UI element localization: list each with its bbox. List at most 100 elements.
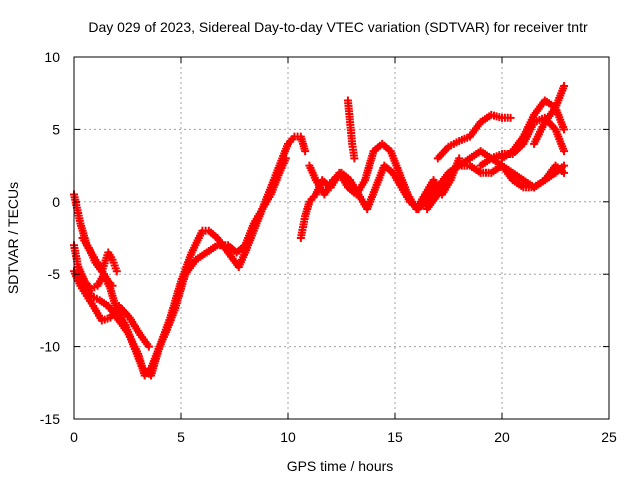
data-point-trail (499, 163, 516, 182)
data-point-trail (142, 366, 153, 378)
data-point-trail (339, 170, 352, 183)
data-point-trail (251, 207, 265, 226)
data-point-trail (478, 155, 494, 169)
data-point-trail (467, 120, 484, 139)
data-point (455, 154, 464, 163)
data-point-trail (532, 114, 547, 126)
data-point-trail (457, 155, 472, 169)
data-point-trail (446, 163, 462, 176)
data-point-trail (114, 315, 130, 335)
data-point-trail (182, 257, 199, 277)
series-arc-9 (433, 110, 515, 163)
data-point (108, 281, 117, 290)
data-point-trail (542, 105, 558, 125)
data-point-trail (75, 265, 88, 283)
axis-ticks: 0 5 10 15 20 25 -15 -10 -5 0 5 10 (40, 49, 617, 445)
data-point-trail (82, 279, 93, 291)
series-arc-14 (530, 81, 569, 148)
data-point-trail (171, 272, 189, 312)
data-point-trail (490, 111, 504, 122)
data-point-trail (500, 113, 512, 122)
data-point-trail (479, 168, 493, 177)
y-tick-label: -5 (48, 266, 61, 282)
x-tick-label: 25 (601, 429, 617, 445)
data-point-trail (510, 170, 526, 183)
data-point-trail (97, 297, 111, 309)
data-point-trail (207, 228, 220, 241)
data-point-trail (522, 183, 536, 192)
data-point (560, 161, 569, 170)
chart-title: Day 029 of 2023, Sidereal Day-to-day VTE… (88, 19, 588, 35)
data-point-trail (234, 243, 248, 255)
data-point-trail (188, 229, 206, 255)
data-point (560, 125, 569, 134)
y-tick-label: 5 (52, 121, 60, 137)
data-point (112, 267, 121, 276)
data-point-trail (390, 171, 404, 189)
data-point-trail (490, 151, 504, 162)
data-point-trail (457, 133, 472, 144)
data-layer (70, 81, 569, 380)
data-point-trail (531, 120, 548, 146)
data-point-trail (204, 242, 220, 255)
data-point-trail (307, 193, 318, 204)
data-point-trail (439, 178, 454, 197)
data-point-trail (500, 148, 515, 161)
data-point-trail (468, 148, 483, 161)
data-point-trail (478, 112, 494, 125)
data-point-trail (286, 135, 297, 146)
y-tick-label: 0 (52, 194, 60, 210)
data-point-trail (424, 192, 441, 211)
data-point (560, 168, 569, 177)
data-point-trail (408, 199, 421, 212)
data-point-trail (90, 304, 105, 323)
data-point-trail (124, 330, 141, 356)
data-point-trail (101, 272, 111, 283)
data-point (281, 154, 290, 163)
data-point-trail (116, 304, 132, 320)
data-point-trail (235, 250, 249, 269)
data-point-trail (105, 250, 116, 262)
data-point (506, 113, 515, 122)
data-point-trail (447, 138, 461, 150)
data-point-trail (347, 178, 362, 197)
data-point-trail (78, 284, 90, 298)
data-point-trail (321, 178, 336, 197)
x-tick-label: 5 (177, 429, 185, 445)
data-point-trail (226, 243, 239, 255)
data-point-trail (127, 315, 143, 337)
data-point-trail (435, 171, 452, 197)
data-point-trail (93, 260, 105, 274)
y-tick-label: -10 (40, 339, 60, 355)
data-point (144, 342, 153, 351)
data-point-trail (156, 330, 169, 349)
data-point-trail (380, 141, 393, 154)
data-point-trail (435, 144, 451, 161)
data-point-trail (532, 177, 547, 190)
data-point-trail (138, 333, 152, 349)
x-axis-label: GPS time / hours (287, 458, 394, 474)
data-point-trail (90, 293, 101, 303)
data-point-trail (553, 163, 566, 175)
plot-frame (73, 56, 610, 420)
data-point-trail (520, 113, 537, 139)
data-point-trail (259, 193, 274, 211)
data-point-trail (100, 314, 112, 324)
data-point-trail (398, 185, 413, 204)
data-point (350, 154, 359, 163)
series-arc-5 (74, 262, 117, 293)
series-arc-4 (78, 234, 121, 276)
data-point-trail (331, 170, 344, 183)
y-tick-label: -15 (40, 411, 60, 427)
data-point-trail (194, 249, 209, 263)
series-arc-11 (423, 147, 569, 214)
data-point-trail (468, 163, 483, 176)
data-point-trail (86, 246, 99, 265)
x-tick-label: 15 (387, 429, 403, 445)
data-point-trail (84, 294, 96, 308)
data-point-trail (80, 236, 92, 250)
y-tick-label: 10 (44, 49, 60, 65)
data-point (560, 81, 569, 90)
data-point (301, 147, 310, 156)
